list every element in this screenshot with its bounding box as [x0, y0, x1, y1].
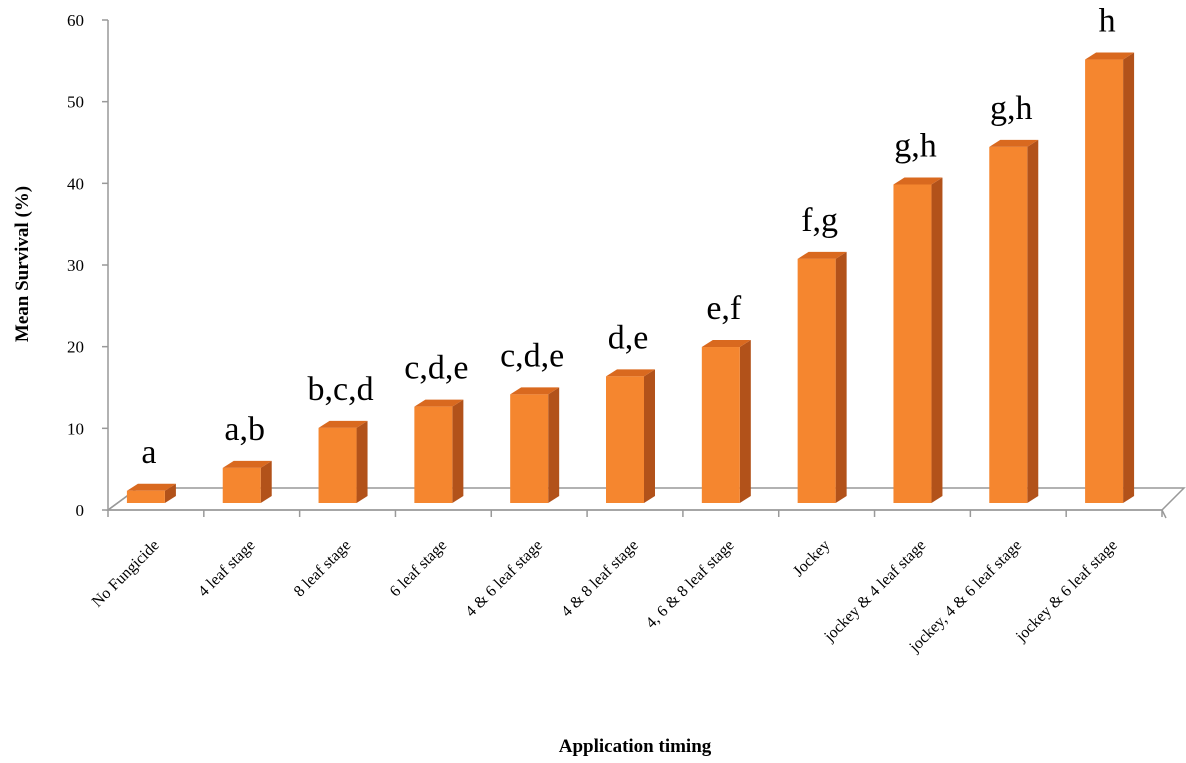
bar: [1085, 52, 1135, 504]
bar: [510, 387, 560, 503]
bar: [893, 177, 943, 503]
bar-side: [739, 340, 751, 503]
bar-top: [701, 340, 751, 348]
bar-top: [126, 483, 176, 491]
bar-top: [414, 399, 464, 407]
y-tick-label: 30: [67, 256, 84, 275]
axes: 0 10 20 30 40 50 60: [67, 11, 1167, 520]
bar-front: [989, 146, 1028, 503]
significance-label: a,b: [224, 411, 265, 448]
bar-top: [893, 177, 943, 185]
bar-side: [644, 369, 655, 503]
bar: [989, 139, 1039, 503]
significance-label: g,h: [894, 128, 937, 165]
y-tick-label: 0: [76, 501, 85, 520]
labels: a No Fungicide a,b 4 leaf stage b,c,d 8 leaf …: [89, 3, 1121, 657]
bar-front: [510, 394, 549, 503]
x-tick-label: jockey & 4 leaf stage: [820, 537, 929, 646]
bar-side: [356, 420, 368, 503]
y-tick-label: 60: [67, 11, 84, 30]
y-axis-title: Mean Survival (%): [12, 186, 33, 342]
bar: [606, 369, 655, 503]
bar-front: [222, 467, 261, 503]
bar-top: [222, 460, 272, 468]
bar: [222, 460, 272, 503]
bar: [318, 420, 368, 503]
bar-side: [452, 399, 464, 503]
significance-label: d,e: [608, 319, 649, 356]
bar-front: [126, 490, 165, 503]
bar-top: [606, 369, 655, 377]
bar-front: [318, 427, 357, 503]
bar: [126, 483, 176, 503]
bar-front: [606, 376, 644, 503]
x-tick-label: 4 & 6 leaf stage: [462, 537, 546, 621]
bar: [797, 251, 847, 503]
x-tick-label: jockey, 4 & 6 leaf stage: [906, 537, 1025, 656]
bar-side: [548, 387, 560, 503]
bar-side: [835, 251, 847, 503]
bar-top: [989, 139, 1039, 147]
x-tick-label: 6 leaf stage: [387, 537, 451, 601]
bar-side: [1123, 52, 1135, 504]
bar-front: [893, 184, 932, 503]
significance-label: h: [1099, 3, 1116, 40]
significance-label: c,d,e: [404, 350, 468, 387]
bar-top: [1085, 52, 1135, 60]
bar-top: [510, 387, 560, 395]
bar-front: [414, 406, 453, 503]
bar-side: [260, 460, 272, 503]
bar-top: [318, 420, 368, 428]
x-tick-label: 8 leaf stage: [291, 537, 355, 601]
x-tick-label: 4, 6 & 8 leaf stage: [643, 537, 738, 632]
bar-front: [701, 347, 740, 503]
y-tick-label: 50: [67, 93, 84, 112]
bar-front: [797, 258, 836, 503]
x-tick-label: 4 leaf stage: [195, 537, 259, 601]
bar-side: [931, 177, 943, 503]
x-axis-title: Application timing: [559, 736, 712, 757]
bar-top: [797, 251, 847, 259]
y-tick-label: 40: [67, 174, 84, 193]
bar-side: [164, 483, 176, 503]
significance-label: c,d,e: [500, 337, 564, 374]
x-tick-label: Jockey: [790, 537, 833, 580]
significance-label: f,g: [801, 202, 838, 239]
x-tick-label: jockey & 6 leaf stage: [1012, 537, 1121, 646]
y-tick-label: 10: [67, 419, 84, 438]
bar: [701, 340, 751, 503]
y-tick-label: 20: [67, 338, 84, 357]
x-tick-label: 4 & 8 leaf stage: [558, 537, 642, 621]
x-tick-label: No Fungicide: [89, 537, 163, 611]
bar: [414, 399, 464, 503]
significance-label: g,h: [990, 90, 1033, 127]
bar-front: [1085, 59, 1124, 504]
significance-label: b,c,d: [307, 371, 373, 408]
significance-label: e,f: [706, 290, 742, 327]
bars: [126, 52, 1135, 504]
bar-side: [1027, 139, 1039, 503]
significance-label: a: [141, 434, 156, 471]
